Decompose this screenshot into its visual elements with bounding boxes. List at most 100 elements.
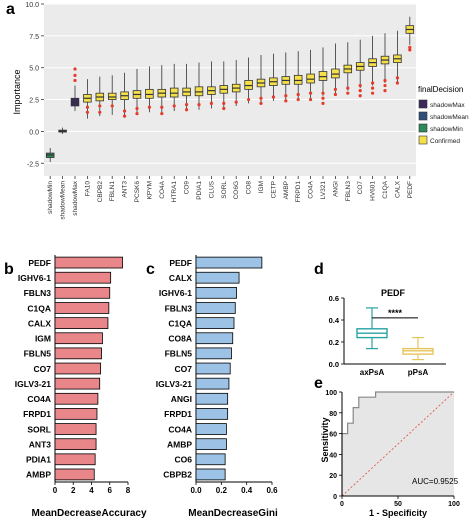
c-category-label: CO4A bbox=[168, 424, 192, 434]
x-tick-label: KPYM bbox=[146, 181, 153, 199]
c-category-label: AMBP bbox=[167, 439, 192, 449]
c-bar bbox=[195, 392, 229, 405]
outlier-point bbox=[395, 81, 399, 85]
x-tick-label: ANGI bbox=[332, 181, 339, 197]
d-y-tick-label: 0.4 bbox=[329, 316, 340, 325]
outlier-point bbox=[147, 105, 151, 109]
outlier-point bbox=[371, 81, 375, 85]
panel-d-boxplot: PEDF 0.0 0.2 0.4 0.6 axPsA pPsA **** bbox=[329, 288, 446, 377]
e-y-tick-label: 40 bbox=[329, 452, 337, 459]
x-tick-label: IGM bbox=[258, 181, 265, 193]
b-category-label: IGHV6-1 bbox=[18, 273, 51, 283]
panel-e-ylabel: Sensitivity bbox=[320, 417, 330, 462]
x-tick-label: FRPD1 bbox=[295, 181, 302, 203]
b-category-label: IGLV3-21 bbox=[15, 379, 51, 389]
x-tick-label: CO8 bbox=[246, 181, 253, 195]
b-bar bbox=[54, 347, 102, 360]
x-tick-label: HTRA1 bbox=[171, 181, 178, 203]
panel-d-title: PEDF bbox=[381, 288, 406, 298]
box bbox=[244, 80, 253, 90]
c-bar bbox=[195, 468, 226, 481]
box bbox=[107, 92, 117, 100]
y-tick-label: 5.0 bbox=[29, 66, 39, 73]
c-x-tick-label: 0.6 bbox=[266, 486, 278, 495]
box bbox=[169, 87, 179, 98]
x-tick-label: CO4A bbox=[308, 180, 315, 198]
b-category-label: CO4A bbox=[27, 394, 51, 404]
outlier-point bbox=[247, 97, 251, 102]
b-bar bbox=[54, 423, 97, 435]
outlier-point bbox=[408, 48, 412, 52]
outlier-point bbox=[135, 106, 139, 111]
outlier-point bbox=[395, 76, 399, 80]
c-category-label: IGHV6-1 bbox=[159, 288, 192, 298]
c-category-label: CBPB2 bbox=[163, 470, 192, 480]
outlier-point bbox=[284, 99, 288, 103]
panel-letter-b: b bbox=[4, 261, 14, 278]
legend-label: Confirmed bbox=[430, 138, 460, 145]
c-category-label: C1QA bbox=[168, 318, 192, 328]
c-category-label: IGLV3-21 bbox=[156, 379, 192, 389]
b-x-tick-label: 2 bbox=[71, 486, 76, 495]
c-x-tick-label: 0.2 bbox=[216, 486, 228, 495]
x-tick-label: FBLN3 bbox=[345, 181, 352, 202]
x-tick-label: FBLN1 bbox=[109, 181, 116, 202]
b-category-label: FRPD1 bbox=[23, 409, 51, 419]
c-bar bbox=[195, 347, 232, 360]
panel-e-xlabel: 1 - Specificity bbox=[369, 508, 427, 518]
auc-annotation: AUC=0.9525 bbox=[412, 477, 459, 486]
y-tick-label: 0.0 bbox=[29, 129, 39, 136]
x-tick-label: PCSK6 bbox=[134, 181, 141, 203]
outlier-point bbox=[123, 109, 127, 113]
e-reference-line bbox=[341, 391, 455, 497]
panel-letter-a: a bbox=[6, 1, 15, 18]
b-bar bbox=[54, 438, 97, 451]
x-tick-label: AMBP bbox=[283, 181, 290, 199]
outlier-point bbox=[222, 106, 226, 111]
outlier-point bbox=[358, 83, 362, 88]
b-x-tick-label: 6 bbox=[108, 486, 113, 495]
outlier-point bbox=[383, 78, 387, 83]
legend-swatch bbox=[418, 111, 428, 121]
outlier-point bbox=[185, 108, 189, 112]
d-y-tick-label: 0.2 bbox=[329, 338, 339, 347]
c-bar bbox=[195, 362, 231, 375]
outlier-point bbox=[296, 97, 300, 102]
outlier-point bbox=[172, 104, 176, 108]
outlier-point bbox=[135, 111, 139, 116]
x-tick-label: shadowMax bbox=[72, 180, 79, 215]
outlier-point bbox=[271, 95, 275, 99]
e-x-tick-label: 50 bbox=[394, 501, 402, 508]
c-bar bbox=[195, 377, 230, 390]
x-tick-label: CALX bbox=[394, 180, 401, 198]
outlier-point bbox=[73, 73, 77, 77]
x-tick-label: CO6G bbox=[233, 181, 240, 199]
e-x-tick-label: 0 bbox=[340, 501, 344, 508]
b-bar bbox=[54, 332, 103, 345]
c-category-label: CO7 bbox=[175, 364, 193, 374]
b-bar bbox=[54, 392, 99, 405]
c-bar bbox=[195, 453, 226, 466]
panel-letter-d: d bbox=[314, 261, 324, 278]
panel-c-xlabel: MeanDecreaseGini bbox=[188, 508, 278, 519]
e-y-tick-label: 20 bbox=[329, 473, 337, 480]
b-bar bbox=[54, 377, 101, 390]
box bbox=[331, 68, 340, 79]
b-category-label: CALX bbox=[28, 318, 51, 328]
outlier-point bbox=[259, 101, 263, 105]
outlier-point bbox=[98, 110, 102, 114]
outlier-point bbox=[408, 45, 412, 49]
outlier-point bbox=[222, 101, 226, 105]
panel-e-roc: 0 20 40 60 80 100 0 50 100 1 - Specificity Sensi… bbox=[320, 390, 460, 518]
x-tick-label: CLUS bbox=[208, 180, 215, 198]
outlier-point bbox=[346, 86, 350, 90]
e-roc-curve bbox=[341, 391, 454, 496]
outlier-point bbox=[85, 110, 89, 114]
c-category-label: CALX bbox=[169, 273, 192, 283]
outlier-point bbox=[371, 86, 375, 90]
outlier-point bbox=[333, 87, 337, 91]
outlier-point bbox=[185, 103, 189, 107]
b-category-label: PEDF bbox=[28, 258, 51, 268]
e-x-tick-label: 100 bbox=[448, 501, 460, 508]
